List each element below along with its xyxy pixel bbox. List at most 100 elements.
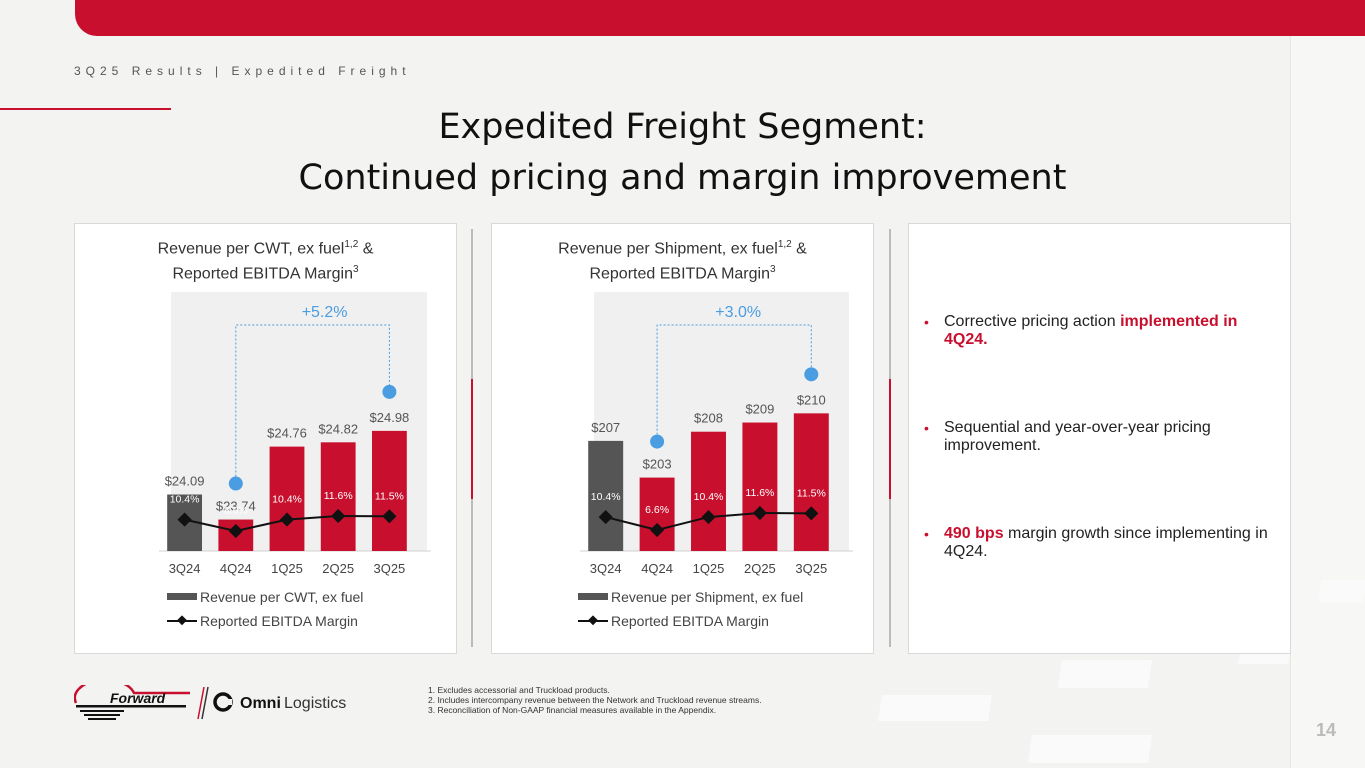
margin-point bbox=[279, 512, 295, 527]
margin-label: 10.4% bbox=[170, 494, 200, 506]
bar bbox=[639, 477, 675, 551]
bullet-text: Corrective pricing action bbox=[944, 313, 1121, 330]
x-tick-label: 2Q25 bbox=[322, 561, 354, 576]
separator-accent bbox=[471, 379, 473, 499]
callout-bracket bbox=[656, 324, 812, 435]
x-tick-label: 3Q24 bbox=[169, 561, 201, 576]
bar-value-label: $208 bbox=[694, 411, 723, 426]
margin-point bbox=[331, 508, 346, 524]
bullet-emphasis: implemented in 4Q24. bbox=[944, 313, 1238, 348]
margin-label: 11.6% bbox=[324, 490, 353, 502]
bullet-text: margin growth since implementing in 4Q24… bbox=[944, 525, 1268, 560]
bar-value-label: $207 bbox=[591, 420, 620, 435]
chart-title: Revenue per CWT, ex fuel1,2 & Reported E… bbox=[75, 234, 456, 285]
bar-value-label: $210 bbox=[797, 392, 826, 407]
margin-point bbox=[804, 506, 819, 521]
chart-title-sup: 1,2 bbox=[344, 239, 359, 250]
legend-label: Reported EBITDA Margin bbox=[611, 613, 769, 629]
margin-point bbox=[228, 523, 243, 539]
chart-panel-cwt: Revenue per CWT, ex fuel1,2 & Reported E… bbox=[74, 223, 457, 654]
margin-label: 10.4% bbox=[272, 494, 302, 506]
callout-dot bbox=[228, 476, 243, 491]
chart-title-line2: Reported EBITDA Margin bbox=[172, 265, 353, 283]
margin-point bbox=[382, 509, 397, 524]
x-tick-label: 1Q25 bbox=[693, 561, 725, 576]
bar bbox=[588, 440, 624, 551]
legend-label: Revenue per Shipment, ex fuel bbox=[611, 589, 803, 605]
footnote: 2. Includes intercompany revenue between… bbox=[428, 695, 762, 705]
decor-block bbox=[878, 695, 992, 721]
panel-separator bbox=[889, 229, 891, 647]
margin-label: 10.4% bbox=[591, 491, 621, 503]
slide-subtitle: 3Q25 Results | Expedited Freight bbox=[74, 64, 411, 78]
x-tick-label: 4Q24 bbox=[641, 561, 673, 576]
margin-label: 11.6% bbox=[745, 487, 774, 499]
chart-title-suffix: & bbox=[791, 240, 807, 258]
x-tick-label: 3Q25 bbox=[373, 561, 405, 576]
margin-label: 6.6% bbox=[224, 505, 248, 517]
chart-title-line2-sup: 3 bbox=[352, 264, 359, 276]
omni-logo: Omni Logistics bbox=[196, 685, 356, 726]
bar bbox=[793, 413, 829, 551]
decor-block bbox=[1028, 735, 1152, 763]
separator-accent bbox=[889, 379, 891, 499]
x-tick-label: 3Q24 bbox=[590, 561, 622, 576]
bar bbox=[371, 430, 407, 551]
footnote: 3. Reconciliation of Non-GAAP financial … bbox=[428, 705, 717, 715]
accent-line bbox=[0, 108, 171, 110]
omni-logo-text: Omni bbox=[240, 695, 281, 712]
chart-panel-shipment: Revenue per Shipment, ex fuel1,2 & Repor… bbox=[491, 223, 874, 654]
forward-logo-text: Forward bbox=[110, 690, 166, 706]
growth-annotation: +5.2% bbox=[302, 304, 348, 321]
margin-point bbox=[650, 522, 665, 538]
top-banner bbox=[75, 0, 1365, 36]
bullet-item: • Sequential and year-over-year pricing i… bbox=[922, 419, 1272, 455]
bar-value-label: $24.82 bbox=[318, 421, 358, 436]
omni-logo-subtext: Logistics bbox=[284, 695, 346, 712]
x-tick-label: 1Q25 bbox=[271, 561, 303, 576]
margin-label: 11.5% bbox=[797, 487, 826, 499]
legend-label: Revenue per CWT, ex fuel bbox=[200, 589, 363, 605]
legend-swatch-marker bbox=[588, 615, 598, 626]
margin-label: 10.4% bbox=[694, 491, 724, 503]
bar bbox=[269, 446, 305, 551]
title-line-1: Expedited Freight Segment: bbox=[438, 107, 927, 147]
title-line-2: Continued pricing and margin improvement bbox=[298, 158, 1067, 198]
bullet-dot: • bbox=[924, 420, 929, 436]
bullet-emphasis: 490 bps bbox=[944, 525, 1004, 542]
legend-swatch-bar bbox=[578, 593, 608, 600]
footnote: 1. Excludes accessorial and Truckload pr… bbox=[428, 685, 610, 695]
margin-label: 6.6% bbox=[645, 504, 669, 516]
forward-logo: Forward bbox=[73, 678, 192, 726]
x-tick-label: 4Q24 bbox=[220, 561, 252, 576]
margin-point bbox=[752, 505, 767, 521]
x-tick-label: 3Q25 bbox=[795, 561, 827, 576]
chart-title-line2: Reported EBITDA Margin bbox=[589, 265, 770, 283]
callout-dot bbox=[382, 384, 397, 399]
bullet-dot: • bbox=[924, 526, 929, 542]
margin-point bbox=[701, 510, 716, 525]
chart-title-sup: 1,2 bbox=[777, 239, 792, 250]
legend-swatch-bar bbox=[167, 593, 197, 600]
bar-value-label: $203 bbox=[643, 457, 672, 472]
chart-title-line2-sup: 3 bbox=[769, 264, 776, 276]
bullet-text: Sequential and year-over-year pricing im… bbox=[944, 419, 1211, 454]
chart-title: Revenue per Shipment, ex fuel1,2 & Repor… bbox=[492, 234, 873, 285]
decor-block bbox=[1318, 580, 1365, 602]
callout-dot bbox=[650, 434, 665, 449]
bullet-item: • Corrective pricing action implemented i… bbox=[922, 313, 1272, 349]
bar bbox=[691, 431, 726, 551]
chart-title-suffix: & bbox=[358, 240, 374, 258]
bar-value-label: $24.98 bbox=[370, 410, 410, 425]
chart-title-text: Revenue per CWT, ex fuel bbox=[157, 240, 345, 258]
page-number: 14 bbox=[1316, 720, 1337, 740]
callout-bracket bbox=[235, 324, 390, 477]
x-tick-label: 2Q25 bbox=[744, 561, 776, 576]
chart-title-text: Revenue per Shipment, ex fuel bbox=[558, 240, 778, 258]
margin-label: 11.5% bbox=[375, 490, 404, 502]
bullet-dot: • bbox=[924, 314, 929, 330]
bar bbox=[320, 442, 356, 551]
panel-separator bbox=[471, 229, 473, 647]
bullets-panel bbox=[908, 223, 1291, 654]
chart-shipment: $207 3Q24 $203 4Q24 $208 1Q25 $209 2Q25 $210 3Q25… bbox=[578, 292, 853, 629]
